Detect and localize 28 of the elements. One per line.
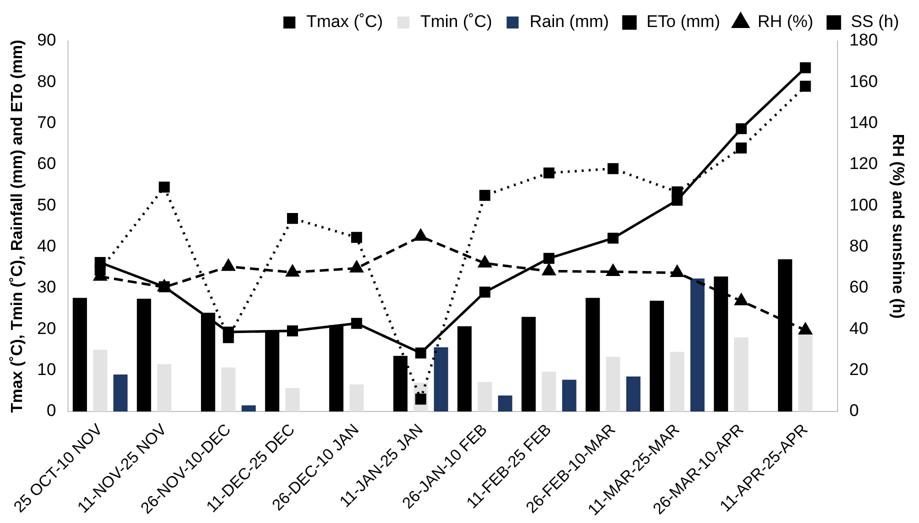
y2-tick-label: 100 (849, 195, 878, 214)
y2-tick-label: 40 (849, 318, 868, 338)
y-tick-label: 90 (37, 30, 56, 50)
y-tick-label: 60 (37, 154, 56, 174)
legend-label: RH (%) (758, 12, 814, 32)
y-tick-label: 20 (37, 318, 56, 338)
y-tick-label: 50 (37, 195, 56, 214)
y-tick-label: 0 (46, 401, 56, 420)
y-axis-title: Tmax (˚C), Tmin (˚C), Rainfall (mm) and ETo (mm) (9, 40, 26, 413)
y-tick-label: 30 (37, 278, 56, 297)
y-tick-label: 70 (37, 113, 56, 132)
y2-axis-title: RH (%) and sunshine (h) (888, 134, 906, 319)
y-tick-label: 40 (37, 236, 56, 256)
legend-label: Tmin (˚C) (420, 12, 492, 32)
legend-label: ETo (mm) (646, 12, 720, 32)
y2-tick-label: 120 (849, 154, 878, 174)
legend-label: Tmax (˚C) (306, 12, 383, 32)
y-tick-label: 10 (37, 360, 56, 380)
y2-tick-label: 60 (849, 278, 868, 297)
legend-label: Rain (mm) (530, 12, 609, 32)
y2-tick-label: 140 (849, 113, 878, 132)
y2-tick-label: 80 (849, 236, 868, 256)
y-tick-label: 80 (37, 72, 56, 91)
y2-tick-label: 160 (849, 72, 878, 91)
y2-tick-label: 0 (849, 401, 859, 420)
y2-tick-label: 20 (849, 360, 868, 380)
legend-label: SS (h) (850, 12, 900, 32)
y2-tick-label: 180 (849, 30, 878, 50)
